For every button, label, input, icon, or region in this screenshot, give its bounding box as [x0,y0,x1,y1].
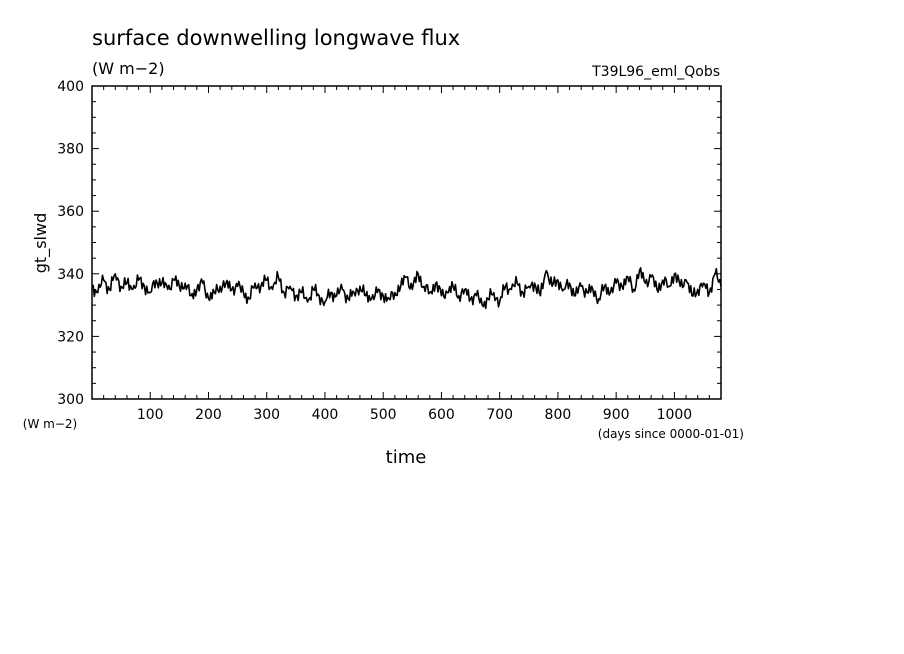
x-tick-label: 600 [428,407,455,423]
x-tick-label: 400 [312,407,339,423]
y-tick-label: 360 [57,204,84,220]
y-tick-label: 400 [57,79,84,95]
y-tick-label: 340 [57,267,84,283]
x-tick-label: 500 [370,407,397,423]
x-tick-label: 200 [195,407,222,423]
x-tick-label: 800 [545,407,572,423]
y-axis-label: gt_slwd [31,213,51,273]
chart-title: surface downwelling longwave flux [92,26,460,50]
x-axis-units: (days since 0000-01-01) [598,427,744,441]
chart-annotation: T39L96_eml_Qobs [591,64,720,80]
y-axis: 300 320 340 360 380 400 [57,79,721,408]
x-tick-label: 1000 [657,407,693,423]
y-axis-units: (W m−2) [23,417,77,431]
y-tick-label: 320 [57,329,84,345]
plot-frame [91,85,722,400]
y-tick-label: 380 [57,142,84,158]
chart-subtitle-units: (W m−2) [92,59,165,78]
x-axis: 100 200 300 400 500 600 700 800 900 1000 [91,86,722,423]
plot-area: 300 320 340 360 380 400 100 200 300 400 500 600 700… [57,79,722,423]
series-line-gt-slwd [91,267,722,310]
x-tick-label: 900 [603,407,630,423]
y-tick-label: 300 [57,392,84,408]
x-tick-label: 300 [253,407,280,423]
x-tick-label: 700 [486,407,513,423]
x-axis-label: time [386,447,427,468]
x-tick-label: 100 [137,407,164,423]
